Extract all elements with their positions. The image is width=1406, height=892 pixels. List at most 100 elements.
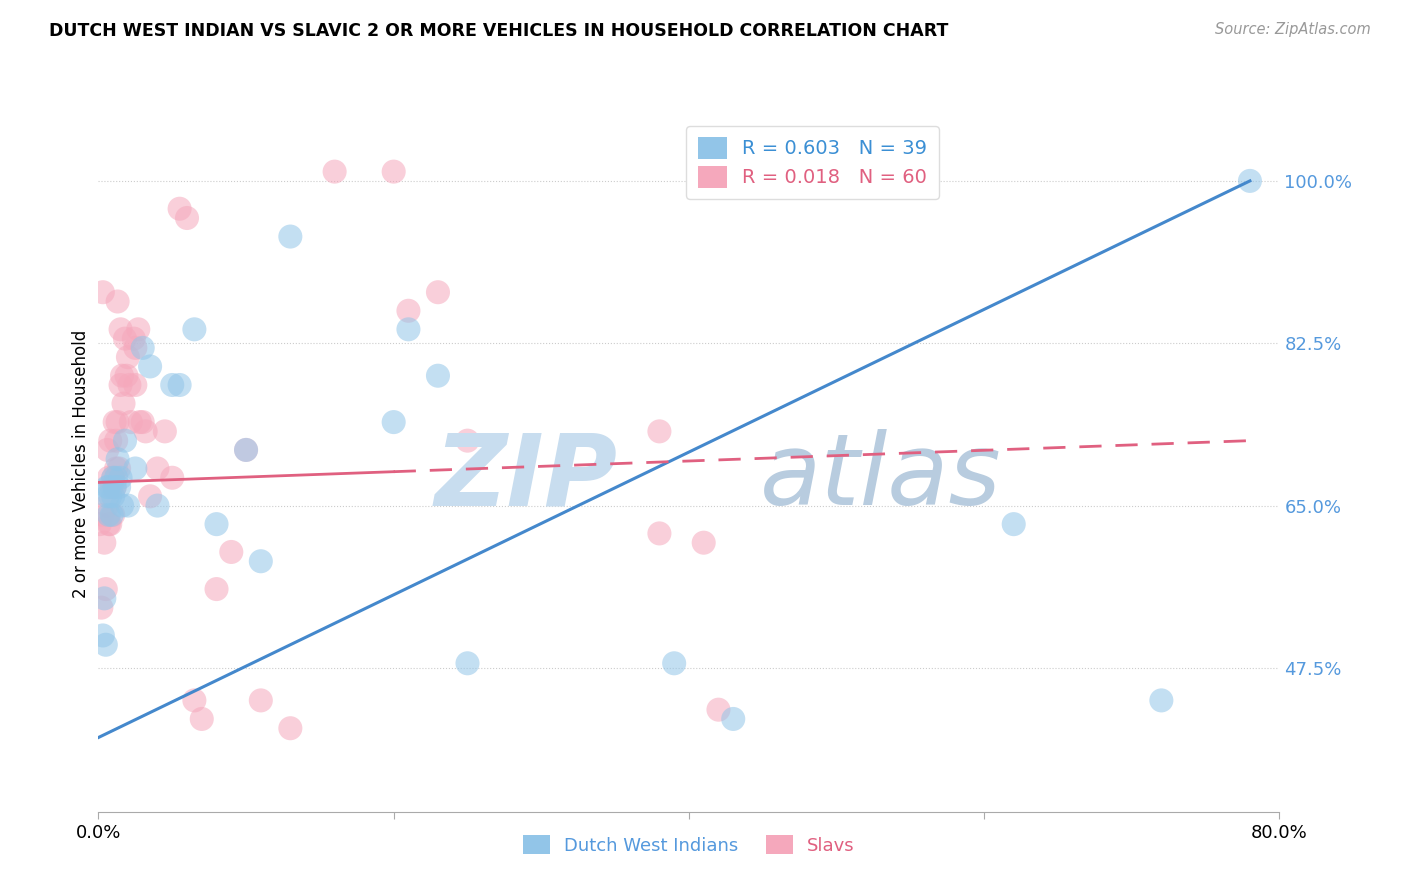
Point (132, 415, 155, 429)
Point (107, 452, 129, 467)
Point (103, 489, 125, 503)
Point (91, 285, 114, 300)
Point (97, 508, 120, 522)
Point (456, 657, 478, 671)
Point (1239, 174, 1261, 188)
Point (98, 517, 121, 532)
Point (162, 378, 183, 392)
Point (97, 471, 120, 485)
Point (104, 415, 127, 429)
Point (235, 442, 257, 457)
Point (169, 202, 191, 216)
Point (707, 703, 730, 717)
Point (112, 396, 135, 410)
Point (93, 535, 115, 549)
Point (648, 526, 671, 541)
Y-axis label: 2 or more Vehicles in Household: 2 or more Vehicles in Household (72, 330, 90, 598)
Point (97, 517, 120, 532)
Point (91, 628, 114, 642)
Point (111, 499, 134, 513)
Point (93, 591, 115, 606)
Point (250, 693, 273, 707)
Point (205, 517, 228, 532)
Text: Source: ZipAtlas.com: Source: ZipAtlas.com (1215, 22, 1371, 37)
Point (124, 461, 146, 475)
Point (114, 332, 136, 346)
Point (107, 294, 129, 309)
Point (183, 693, 205, 707)
Point (183, 322, 205, 336)
Point (105, 434, 128, 448)
Point (693, 535, 716, 549)
Point (96, 480, 118, 494)
Point (100, 480, 122, 494)
Point (94, 638, 117, 652)
Point (117, 499, 139, 513)
Point (382, 415, 405, 429)
Point (323, 164, 346, 178)
Point (127, 322, 149, 336)
Point (1002, 517, 1025, 532)
Point (146, 461, 169, 475)
Point (235, 442, 257, 457)
Point (205, 582, 228, 596)
Point (97, 480, 120, 494)
Point (120, 415, 142, 429)
Point (104, 480, 127, 494)
Point (103, 508, 125, 522)
Point (89, 517, 111, 532)
Point (723, 712, 745, 726)
Point (103, 471, 125, 485)
Point (153, 425, 176, 439)
Point (94, 582, 117, 596)
Point (648, 425, 671, 439)
Point (105, 471, 128, 485)
Point (96, 442, 118, 457)
Point (114, 434, 136, 448)
Point (146, 499, 169, 513)
Text: DUTCH WEST INDIAN VS SLAVIC 2 OR MORE VEHICLES IN HOUSEHOLD CORRELATION CHART: DUTCH WEST INDIAN VS SLAVIC 2 OR MORE VE… (49, 22, 949, 40)
Point (124, 378, 146, 392)
Text: atlas: atlas (759, 429, 1001, 526)
Point (135, 425, 157, 439)
Point (396, 322, 419, 336)
Point (118, 378, 141, 392)
Point (104, 480, 127, 494)
Point (456, 434, 478, 448)
Point (96, 499, 118, 513)
Point (162, 471, 183, 485)
Point (98, 489, 121, 503)
Point (176, 211, 198, 225)
Point (110, 322, 132, 336)
Point (191, 712, 214, 726)
Point (122, 332, 145, 346)
Legend: Dutch West Indians, Slavs: Dutch West Indians, Slavs (516, 828, 862, 862)
Point (278, 721, 302, 735)
Point (100, 508, 122, 522)
Point (1150, 693, 1173, 707)
Point (427, 285, 450, 300)
Point (139, 489, 162, 503)
Point (108, 461, 131, 475)
Point (107, 415, 129, 429)
Point (219, 545, 242, 559)
Point (169, 378, 191, 392)
Point (664, 657, 686, 671)
Point (396, 303, 419, 318)
Point (110, 378, 132, 392)
Point (91, 508, 114, 522)
Point (98, 434, 121, 448)
Point (115, 368, 138, 383)
Point (128, 415, 150, 429)
Point (105, 461, 128, 475)
Point (103, 471, 125, 485)
Point (124, 341, 146, 355)
Point (139, 359, 162, 374)
Point (90, 600, 112, 615)
Point (427, 368, 450, 383)
Text: ZIP: ZIP (434, 429, 619, 526)
Point (110, 471, 132, 485)
Point (382, 164, 405, 178)
Point (108, 480, 131, 494)
Point (96, 489, 118, 503)
